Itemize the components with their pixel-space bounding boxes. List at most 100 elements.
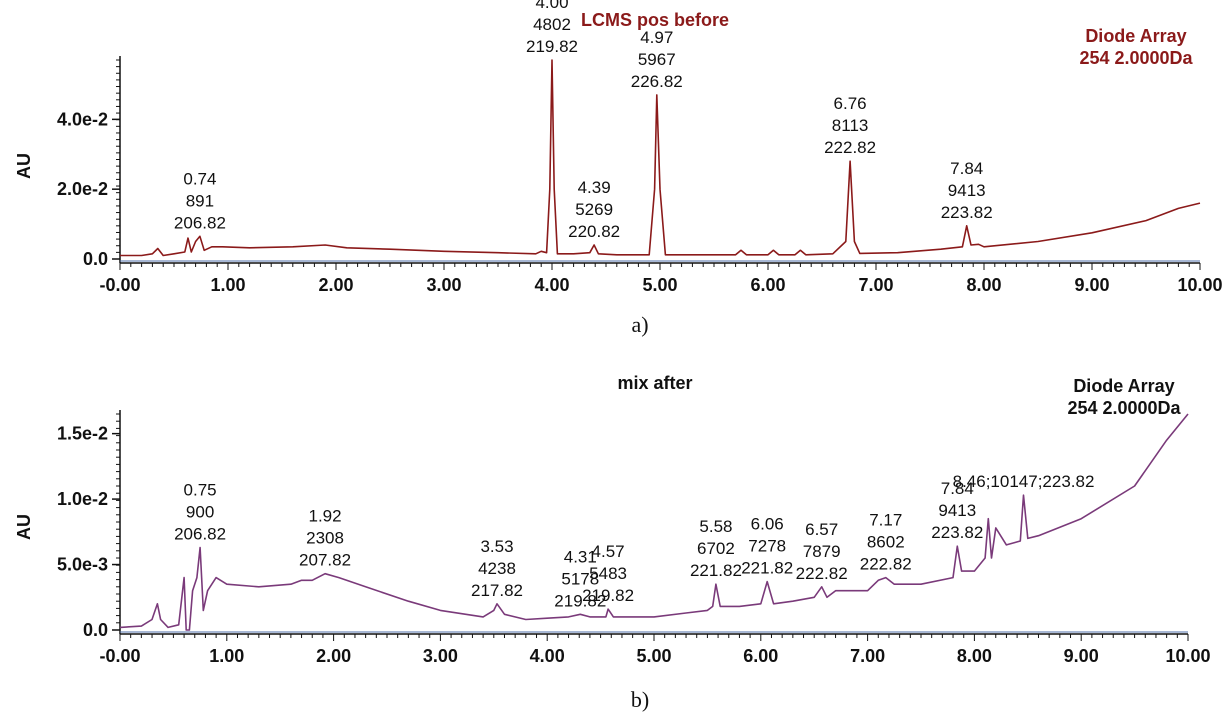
peak-label-line: 6.57 (805, 520, 838, 539)
wavelength-label: 254 2.0000Da (1067, 398, 1181, 418)
peak-label-line: 1.92 (309, 507, 342, 526)
panel-a: LCMS pos before Diode Array 254 2.0000Da… (14, 0, 1223, 337)
peak-label-line: 221.82 (690, 561, 742, 580)
x-tick-label: 2.00 (316, 646, 351, 666)
y-tick-label: 1.0e-2 (57, 489, 108, 509)
peak-label-line: 226.82 (631, 72, 683, 91)
peak-annotation: 4.39 5269 220.82 (568, 178, 620, 241)
peak-label-line: 223.82 (931, 523, 983, 542)
peak-label-line: 8602 (867, 533, 905, 552)
peak-label-line: 3.53 (480, 537, 513, 556)
peak-label-line: 6.76 (834, 94, 867, 113)
peak-label-line: 7.84 (950, 159, 983, 178)
peak-annotation: 1.92 2308 207.82 (299, 507, 351, 570)
detector-label: Diode Array (1085, 26, 1186, 46)
peak-label-line: 5483 (589, 564, 627, 583)
peak-annotation: 4.31 5178 219.82 (554, 547, 606, 610)
x-tick-label: 7.00 (858, 275, 893, 295)
peak-label-line: 6.06 (751, 515, 784, 534)
peak-label-line: 8.46;10147;223.82 (953, 472, 1095, 491)
peak-annotation: 3.53 4238 217.82 (471, 537, 523, 600)
peak-annotation: 6.06 7278 221.82 (741, 515, 793, 578)
peak-label-line: 8113 (832, 116, 869, 135)
peak-annotation: 4.00 4802 219.82 (526, 0, 578, 56)
x-tick-label: 3.00 (423, 646, 458, 666)
peak-label-line: 0.75 (184, 481, 217, 500)
y-axis-label: AU (14, 153, 34, 179)
wavelength-label: 254 2.0000Da (1079, 48, 1193, 68)
chromatogram-trace (119, 413, 1189, 631)
x-tick-label: 4.00 (530, 646, 565, 666)
peak-annotation: 8.46;10147;223.82 (953, 472, 1095, 491)
detector-label: Diode Array (1073, 376, 1174, 396)
x-tick-label: 5.00 (636, 646, 671, 666)
peak-label-line: 900 (186, 503, 214, 522)
peak-label-line: 5269 (575, 200, 613, 219)
x-tick-label: 7.00 (850, 646, 885, 666)
peak-label-line: 222.82 (796, 564, 848, 583)
peak-label-line: 206.82 (174, 525, 226, 544)
x-tick-label: 6.00 (743, 646, 778, 666)
peak-label-line: 207.82 (299, 551, 351, 570)
peak-label-line: 6702 (697, 539, 735, 558)
x-tick-label: 1.00 (209, 646, 244, 666)
peak-label-line: 5.58 (699, 517, 732, 536)
y-tick-label: 4.0e-2 (57, 109, 108, 129)
peak-label-line: 4.00 (535, 0, 568, 12)
peak-label-line: 219.82 (582, 586, 634, 605)
peak-label-line: 4.97 (640, 28, 673, 47)
y-tick-label: 0.0 (83, 620, 108, 640)
peak-annotation: 7.84 9413 223.82 (941, 159, 993, 222)
peak-label-line: 223.82 (941, 203, 993, 222)
peak-label-line: 220.82 (568, 222, 620, 241)
peak-annotation: 0.75 900 206.82 (174, 481, 226, 544)
x-tick-label: 6.00 (750, 275, 785, 295)
x-tick-label: 3.00 (426, 275, 461, 295)
peak-label-line: 217.82 (471, 581, 523, 600)
peak-label-line: 222.82 (824, 138, 876, 157)
panel-caption: b) (631, 687, 649, 712)
x-tick-label: 8.00 (966, 275, 1001, 295)
peak-label-line: 891 (186, 191, 214, 210)
peak-label-line: 221.82 (741, 559, 793, 578)
peak-label-line: 219.82 (526, 37, 578, 56)
peak-annotation: 6.76 8113 222.82 (824, 94, 876, 157)
peak-annotation: 4.97 5967 226.82 (631, 28, 683, 91)
peak-label-line: 9413 (938, 501, 976, 520)
y-tick-label: 5.0e-3 (57, 555, 108, 575)
peak-label-line: 219.82 (554, 591, 606, 610)
peak-label-line: 7278 (748, 537, 786, 556)
peak-label-line: 4.57 (592, 542, 625, 561)
y-axis-label: AU (14, 514, 34, 540)
peak-label-line: 7879 (803, 542, 841, 561)
peak-annotation: 5.58 6702 221.82 (690, 517, 742, 580)
x-tick-label: -0.00 (99, 646, 140, 666)
peak-label-line: 4.31 (564, 547, 597, 566)
x-tick-label: 5.00 (642, 275, 677, 295)
panel-caption: a) (631, 312, 648, 337)
peak-label-line: 206.82 (174, 213, 226, 232)
peak-annotation: 6.57 7879 222.82 (796, 520, 848, 583)
chart-title: mix after (617, 373, 692, 393)
panel-b: mix after Diode Array 254 2.0000Da AU b)… (14, 373, 1211, 712)
x-tick-label: 10.00 (1165, 646, 1210, 666)
peak-label-line: 5967 (638, 50, 676, 69)
peak-label-line: 9413 (948, 181, 986, 200)
x-tick-label: 8.00 (957, 646, 992, 666)
peak-label-line: 2308 (306, 529, 344, 548)
x-tick-label: 10.00 (1177, 275, 1222, 295)
chart-title: LCMS pos before (581, 10, 729, 30)
peak-annotation: 7.84 9413 223.82 (931, 479, 983, 542)
x-tick-label: 9.00 (1074, 275, 1109, 295)
peak-annotation: 0.74 891 206.82 (174, 169, 226, 232)
y-tick-label: 1.5e-2 (57, 424, 108, 444)
x-tick-label: 1.00 (210, 275, 245, 295)
peak-label-line: 7.17 (869, 511, 902, 530)
peak-label-line: 222.82 (860, 555, 912, 574)
peak-label-line: 4.39 (578, 178, 611, 197)
peak-label-line: 4238 (478, 559, 516, 578)
peak-label-line: 0.74 (183, 169, 216, 188)
peak-annotation: 4.57 5483 219.82 (582, 542, 634, 605)
y-tick-label: 0.0 (83, 249, 108, 269)
